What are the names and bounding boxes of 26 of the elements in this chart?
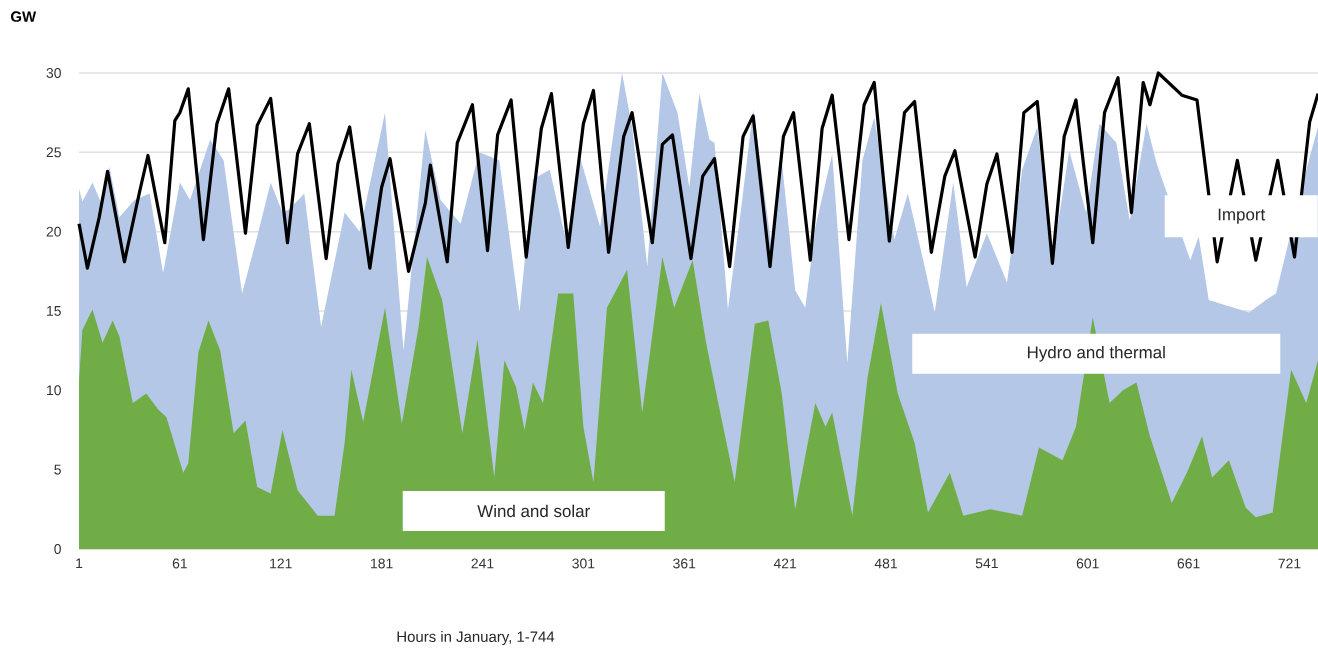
x-tick-label: 421 xyxy=(773,558,797,569)
y-tick-label: 0 xyxy=(54,544,61,554)
y-tick-label: 5 xyxy=(54,464,61,475)
y-tick-label: 10 xyxy=(47,385,61,396)
x-tick-label: 1 xyxy=(76,558,83,569)
x-tick-label: 541 xyxy=(975,558,998,569)
y-tick-label: 20 xyxy=(46,226,61,237)
x-tick-label: 601 xyxy=(1076,558,1099,569)
x-tick-label: 61 xyxy=(172,558,187,569)
x-tick-label: 121 xyxy=(270,558,292,569)
x-tick-label: 361 xyxy=(673,558,696,569)
y-tick-label: 30 xyxy=(46,68,61,78)
x-tick-label: 721 xyxy=(1278,558,1301,569)
x-tick-label: 181 xyxy=(371,558,393,569)
y-tick-label: 25 xyxy=(46,147,61,158)
x-tick-label: 241 xyxy=(471,558,494,569)
x-tick-label: 661 xyxy=(1177,558,1200,569)
x-tick-label: 301 xyxy=(572,558,595,569)
y-tick-label: 15 xyxy=(47,306,61,316)
x-axis-title: Hours in January, 1-744 xyxy=(397,631,555,645)
series-label: Hydro and thermal xyxy=(1027,345,1165,362)
x-tick-label: 481 xyxy=(874,558,897,569)
annotation: Import xyxy=(1218,208,1266,224)
line-series xyxy=(77,71,1318,273)
y-axis-title: GW xyxy=(11,11,37,22)
series-label: Wind and solar xyxy=(477,504,590,518)
